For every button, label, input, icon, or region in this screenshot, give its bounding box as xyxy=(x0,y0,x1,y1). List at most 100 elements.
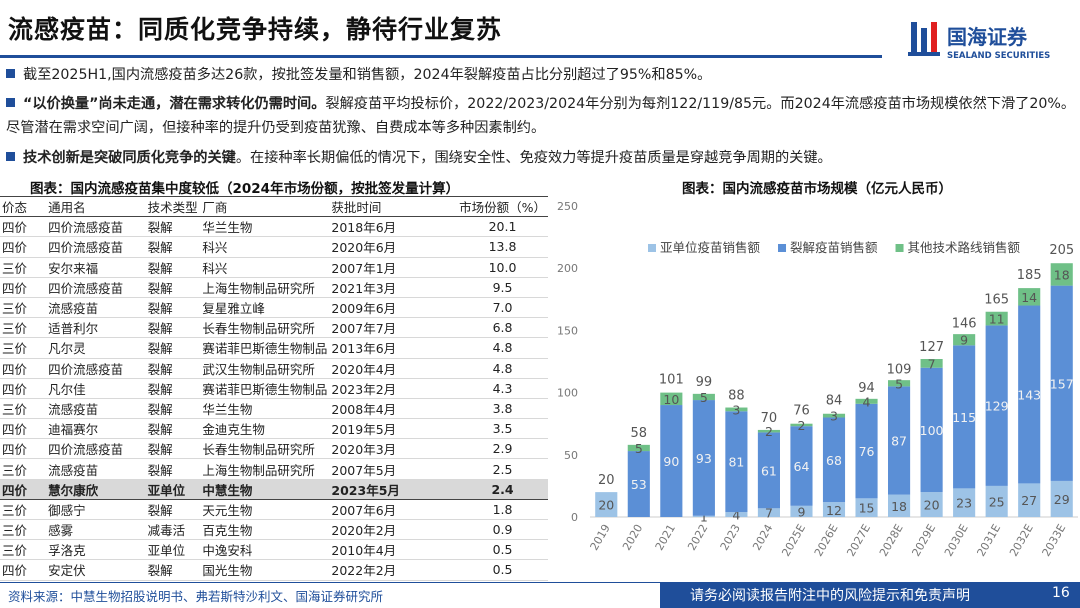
segment-label: 4 xyxy=(863,394,871,409)
total-label: 76 xyxy=(793,403,810,418)
table-cell: 2.5 xyxy=(457,458,548,480)
x-tick-label: 2026E xyxy=(812,522,841,559)
segment-label: 9 xyxy=(797,504,805,519)
total-label: 84 xyxy=(826,394,843,409)
bar-segment xyxy=(855,403,878,499)
bar-segment xyxy=(920,359,943,368)
table-cell: 流感疫苗 xyxy=(46,458,146,480)
x-tick-label: 2024 xyxy=(750,522,775,553)
logo: 国海证券 SEALAND SECURITIES xyxy=(908,22,1050,61)
table-cell: 2021年3月 xyxy=(329,277,458,298)
table-cell: 百克生物 xyxy=(200,519,330,541)
table-cell: 获批时间 xyxy=(329,195,458,218)
bullet: 截至2025H1,国内流感疫苗多达26款，按批签发量和销售额，2024年裂解疫苗… xyxy=(6,63,1076,87)
table-cell: 2007年7月 xyxy=(329,317,458,339)
x-tick-label: 2032E xyxy=(1007,522,1036,559)
table-cell: 厂商 xyxy=(200,195,330,218)
segment-label: 68 xyxy=(826,453,842,468)
table-cell: 2007年1月 xyxy=(329,257,458,278)
table-cell: 三价 xyxy=(0,539,47,561)
table-row: 三价 御感宁 裂解 天元生物 2007年6月 1.8 xyxy=(0,499,548,521)
table-cell: 裂解 xyxy=(145,317,201,339)
segment-label: 14 xyxy=(1021,290,1037,305)
segment-label: 53 xyxy=(631,477,647,492)
logo-subtext: SEALAND SECURITIES xyxy=(947,51,1050,61)
table-cell: 长春生物制品研究所 xyxy=(200,317,330,339)
table-cell: 科兴 xyxy=(200,257,330,278)
segment-label: 27 xyxy=(1021,493,1037,508)
total-label: 94 xyxy=(858,381,875,396)
bar-segment xyxy=(888,386,911,495)
share-table: 价态 通用名 技术类型 厂商 获批时间 市场份额（%） 四价 四价流感疫苗 裂解 华兰生物 2018… xyxy=(0,195,548,581)
table-cell: 裂解 xyxy=(145,236,201,258)
bar-segment xyxy=(920,367,943,493)
table-cell: 中慧生物 xyxy=(200,478,330,500)
table-cell: 四价 xyxy=(0,358,47,379)
total-label: 185 xyxy=(1017,268,1042,283)
table-cell: 中逸安科 xyxy=(200,539,330,561)
y-tick-label: 200 xyxy=(557,262,578,275)
bar-segment xyxy=(627,451,650,517)
table-cell: 0.5 xyxy=(457,559,548,581)
segment-label: 15 xyxy=(859,501,875,516)
table-cell: 2020年6月 xyxy=(329,236,458,258)
bullet: “以价换量”尚未走通，潜在需求转化仍需时间。裂解疫苗平均投标价，2022/202… xyxy=(6,92,1076,140)
table-cell: 天元生物 xyxy=(200,499,330,521)
table-row: 四价 四价流感疫苗 裂解 华兰生物 2018年6月 20.1 xyxy=(0,216,548,238)
table-cell: 4.3 xyxy=(457,378,548,399)
bar-segment xyxy=(888,380,911,387)
table-row: 四价 迪福赛尔 裂解 金迪克生物 2019年5月 3.5 xyxy=(0,418,548,440)
table-cell: 4.8 xyxy=(457,337,548,359)
total-label: 58 xyxy=(631,426,648,441)
bar-segment xyxy=(725,407,748,412)
table-cell: 适普利尔 xyxy=(46,317,146,339)
segment-label: 5 xyxy=(700,390,708,405)
x-tick-label: 2019 xyxy=(588,522,613,553)
bar-segment xyxy=(985,311,1008,326)
table-cell: 2007年5月 xyxy=(329,458,458,480)
segment-label: 18 xyxy=(891,499,907,514)
segment-label: 20 xyxy=(924,498,940,513)
footer-disclaimer: 请务必阅读报告附注中的风险提示和免责声明 xyxy=(690,588,970,604)
table-cell: 上海生物制品研究所 xyxy=(200,277,330,298)
table-cell: 复星雅立峰 xyxy=(200,297,330,319)
segment-label: 18 xyxy=(1054,267,1070,282)
table-cell: 四价 xyxy=(0,378,47,399)
bar-segment xyxy=(888,494,911,517)
table-cell: 四价 xyxy=(0,216,47,238)
table-cell: 1.8 xyxy=(457,499,548,521)
table-cell: 赛诺菲巴斯德生物制品 xyxy=(200,337,330,359)
table-cell: 裂解 xyxy=(145,418,201,440)
x-tick-label: 2033E xyxy=(1040,522,1069,559)
segment-label: 12 xyxy=(826,503,842,518)
table-cell: 赛诺菲巴斯德生物制品 xyxy=(200,378,330,399)
table-row: 四价 四价流感疫苗 裂解 科兴 2020年6月 13.8 xyxy=(0,236,548,258)
segment-label: 20 xyxy=(598,498,614,513)
bar-segment xyxy=(725,512,748,517)
total-label: 88 xyxy=(728,389,745,404)
bar-segment xyxy=(692,393,715,401)
table-cell: 华兰生物 xyxy=(200,398,330,420)
segment-label: 87 xyxy=(891,433,907,448)
table-cell: 2.9 xyxy=(457,438,548,460)
segment-label: 2 xyxy=(765,424,773,439)
logo-icon xyxy=(921,28,927,52)
table-row: 三价 凡尔灵 裂解 赛诺菲巴斯德生物制品 2013年6月 4.8 xyxy=(0,337,548,359)
chart: 0 50 100 150 200 250 亚单位疫苗销售额 裂解疫苗销售额 其他技术路线销售额 2… xyxy=(557,200,1078,559)
segment-label: 61 xyxy=(761,463,777,478)
segment-label: 157 xyxy=(1050,376,1074,391)
footer-rule xyxy=(0,582,1080,583)
table-cell: 裂解 xyxy=(145,559,201,581)
logo-icon xyxy=(931,22,937,52)
table-cell: 武汉生物制品研究所 xyxy=(200,358,330,379)
legend-swatch xyxy=(778,244,787,252)
table-cell: 3.5 xyxy=(457,418,548,440)
x-tick-label: 2020 xyxy=(620,522,645,553)
table-cell: 裂解 xyxy=(145,438,201,460)
table-cell: 四价流感疫苗 xyxy=(46,438,146,460)
y-tick-label: 150 xyxy=(557,324,578,337)
y-tick-label: 0 xyxy=(571,511,578,524)
logo-icon xyxy=(911,22,917,52)
segment-label: 10 xyxy=(663,392,679,407)
